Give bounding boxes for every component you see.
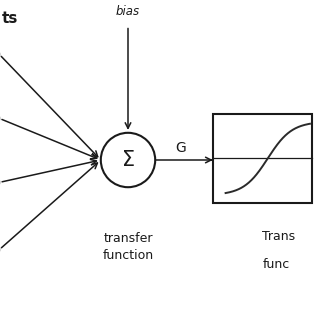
Text: Trans: Trans <box>262 230 296 244</box>
Bar <box>213 114 312 203</box>
Text: func: func <box>262 258 290 271</box>
Text: transfer
function: transfer function <box>102 232 154 262</box>
Circle shape <box>101 133 155 187</box>
Text: $\Sigma$: $\Sigma$ <box>121 150 135 170</box>
Text: bias: bias <box>116 4 140 18</box>
Text: G: G <box>175 141 186 155</box>
Text: ts: ts <box>2 11 18 26</box>
